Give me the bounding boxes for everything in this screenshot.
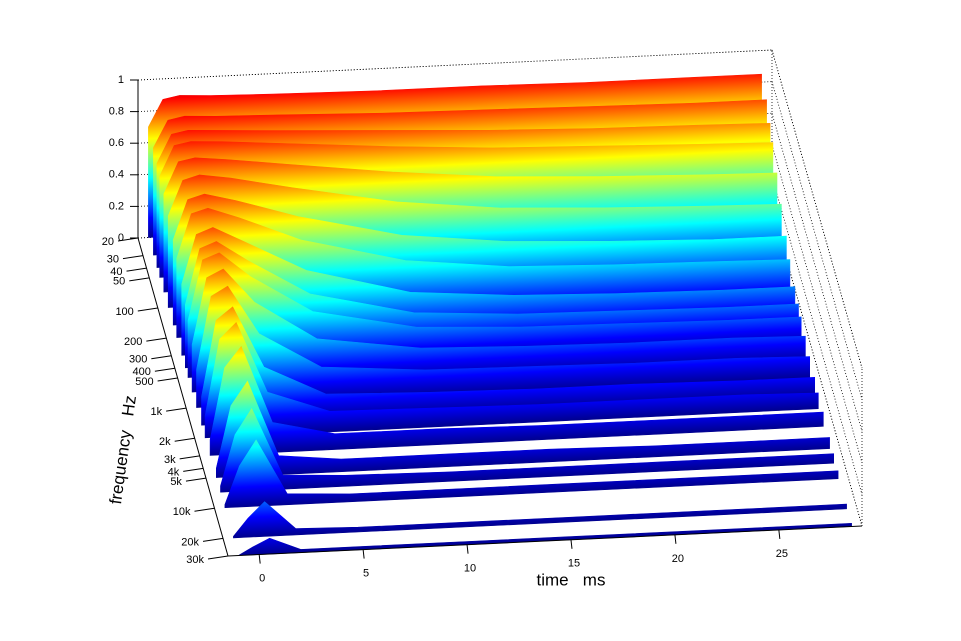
y-tick: [129, 277, 150, 282]
grid-line: [771, 81, 863, 400]
z-tick-label: 0.6: [109, 137, 124, 149]
grid-line: [137, 49, 773, 81]
y-tick-label: 40: [110, 266, 122, 278]
y-tick-label: 20: [102, 236, 114, 248]
x-tick-label: 10: [464, 563, 476, 575]
y-tick-label: 10k: [173, 506, 191, 518]
y-tick: [122, 255, 144, 260]
grid-line: [771, 176, 863, 495]
y-tick-label: 20k: [181, 536, 199, 548]
y-tick-label: 300: [129, 354, 147, 366]
x-axis: [227, 525, 863, 557]
y-tick-label: 100: [115, 306, 133, 318]
x-tick: [466, 544, 469, 554]
surface-row: [233, 501, 847, 539]
x-tick: [258, 554, 261, 564]
y-tick: [126, 267, 147, 272]
grid-line: [771, 113, 863, 432]
y-tick-label: 4k: [168, 466, 180, 478]
y-axis: [137, 237, 229, 557]
x-tick-label: 5: [363, 568, 369, 580]
y-tick-label: 50: [113, 276, 125, 288]
z-tick-label: 0: [118, 232, 124, 244]
y-tick-label: 30k: [186, 554, 204, 566]
x-tick: [362, 549, 365, 559]
surface-row: [196, 285, 810, 408]
surface-row: [201, 306, 815, 426]
y-tick: [157, 377, 178, 382]
x-tick: [674, 534, 677, 544]
x-tick: [778, 529, 781, 539]
y-tick-label: 3k: [164, 454, 176, 466]
y-tick-label: 30: [107, 254, 119, 266]
surface-row: [216, 380, 830, 478]
surface-row: [224, 439, 839, 509]
surface-row: [209, 345, 824, 456]
y-tick-label: 200: [124, 336, 142, 348]
y-tick: [207, 555, 229, 560]
y-tick: [154, 367, 175, 372]
surface-row: [204, 321, 819, 439]
x-axis-label: time ms: [537, 570, 606, 589]
z-tick-label: 0.2: [109, 200, 124, 212]
surface-row: [238, 522, 852, 556]
surface-row: [191, 268, 806, 393]
z-tick-label: 0.8: [109, 106, 124, 118]
z-tick-label: 0.4: [109, 169, 124, 181]
x-tick-label: 20: [672, 553, 684, 565]
x-tick-label: 25: [776, 548, 788, 560]
y-tick: [202, 537, 224, 542]
y-tick: [179, 455, 200, 460]
y-tick-label: 1k: [151, 406, 163, 418]
grid-line: [771, 49, 863, 369]
x-tick: [570, 539, 573, 549]
y-tick: [117, 237, 139, 242]
y-tick: [146, 337, 167, 342]
y-tick: [194, 507, 215, 512]
grid-line: [771, 144, 863, 463]
x-tick-label: 15: [568, 558, 580, 570]
y-tick-label: 2k: [159, 436, 171, 448]
grid-line: [771, 207, 863, 527]
x-tick-label: 0: [259, 572, 265, 584]
y-tick: [137, 307, 158, 312]
y-tick: [174, 437, 195, 442]
y-tick: [183, 467, 204, 472]
y-tick: [151, 355, 172, 360]
y-tick: [166, 407, 187, 412]
z-tick-label: 1: [118, 74, 124, 86]
y-tick-label: 5k: [170, 476, 182, 488]
y-tick-label: 500: [135, 376, 153, 388]
y-tick-label: 400: [133, 366, 151, 378]
y-tick: [185, 477, 207, 482]
